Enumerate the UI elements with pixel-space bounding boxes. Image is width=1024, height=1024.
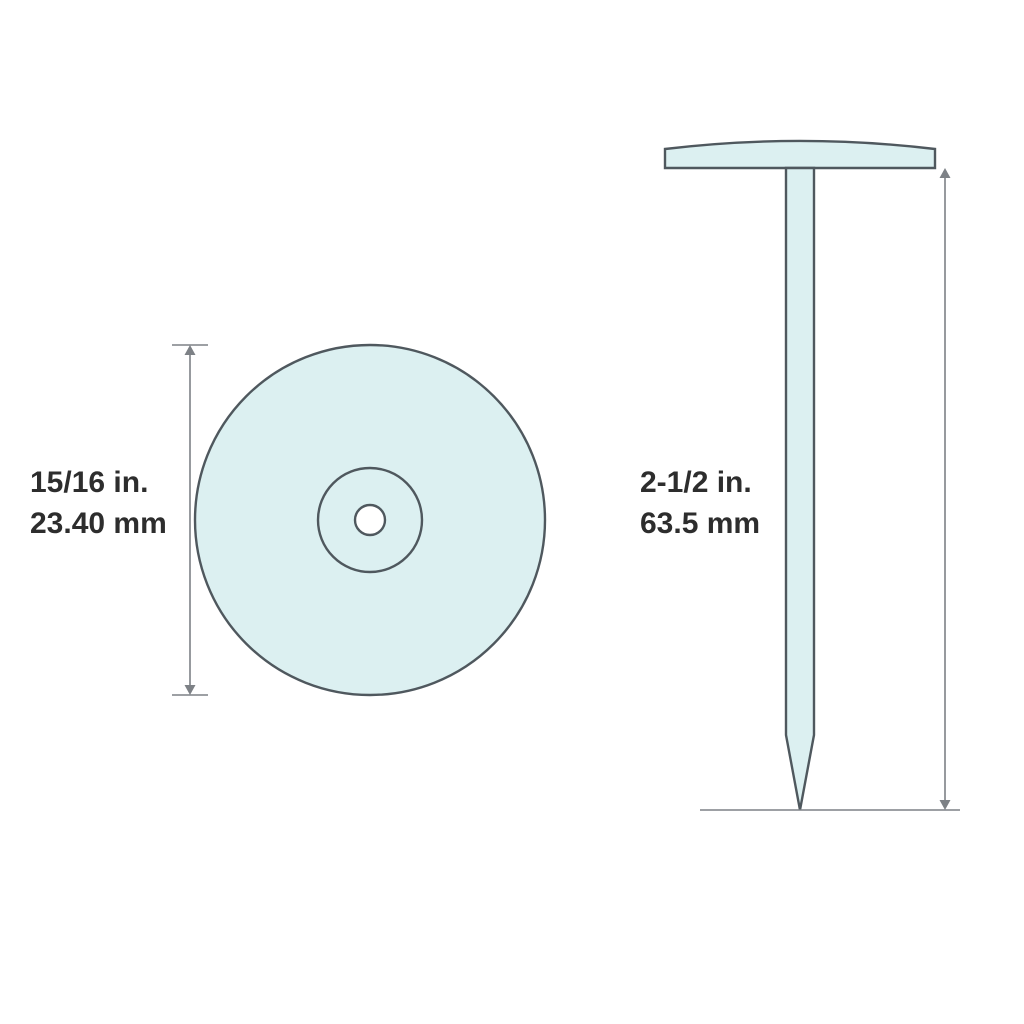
top-view-label-mm: 23.40 mm xyxy=(30,507,167,540)
side-view-label: 2-1/2 in. 63.5 mm xyxy=(640,463,760,544)
side-view-head xyxy=(665,141,935,168)
side-view-label-inches: 2-1/2 in. xyxy=(640,466,752,499)
side-dim-arrow-down xyxy=(940,800,951,810)
side-view-label-mm: 63.5 mm xyxy=(640,507,760,540)
top-view-label-inches: 15/16 in. xyxy=(30,466,148,499)
top-dim-arrow-up xyxy=(185,345,196,355)
diagram-root: { "canvas": { "width": 1024, "height": 1… xyxy=(0,0,1024,1024)
side-dim-arrow-up xyxy=(940,168,951,178)
top-view-label: 15/16 in. 23.40 mm xyxy=(30,463,167,544)
side-view-shaft xyxy=(786,168,814,810)
top-dim-arrow-down xyxy=(185,685,196,695)
top-view-center-hole xyxy=(355,505,385,535)
